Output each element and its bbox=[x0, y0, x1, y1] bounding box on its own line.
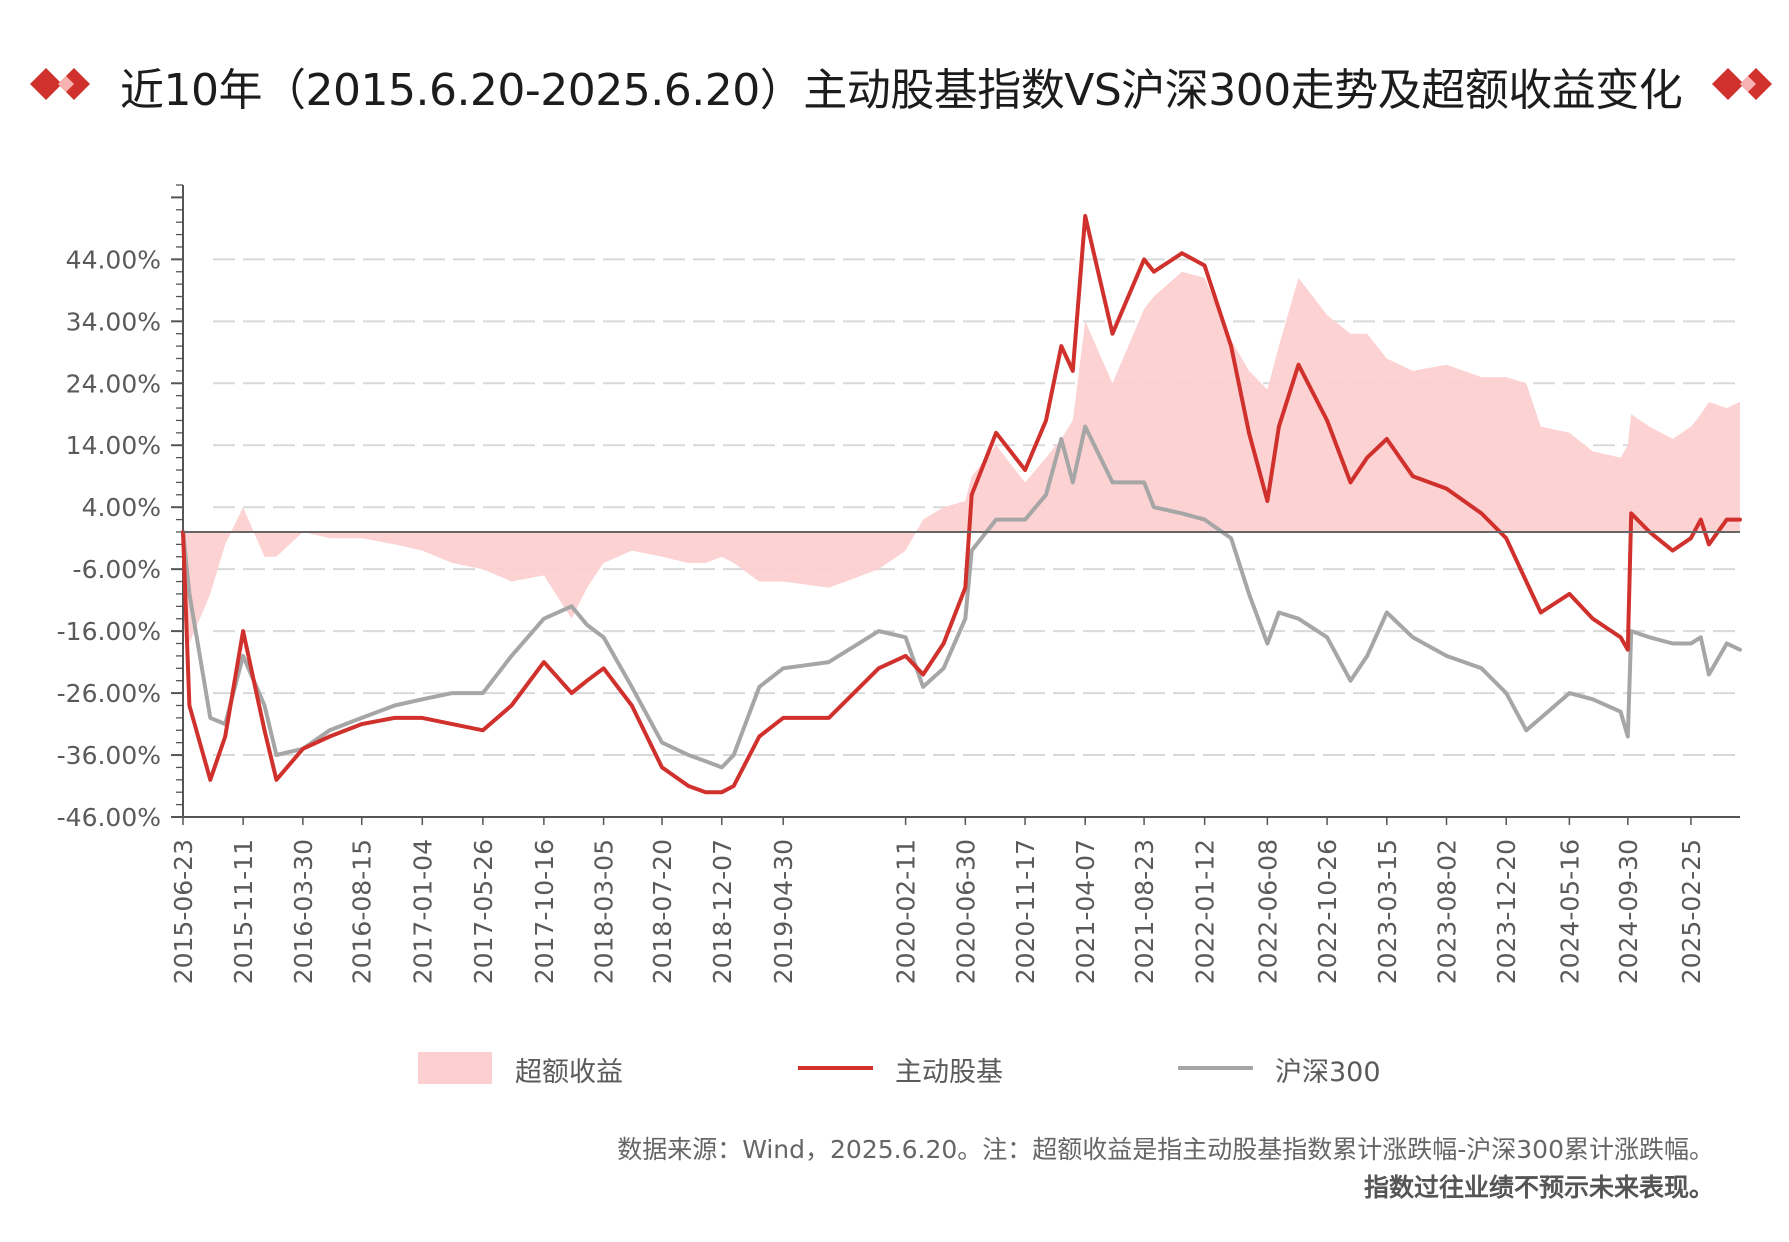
x-tick-label: 2022-01-12 bbox=[1191, 839, 1220, 984]
title-row: 近10年（2015.6.20-2025.6.20）主动股基指数VS沪深300走势… bbox=[0, 48, 1789, 118]
x-tick-label: 2023-12-20 bbox=[1492, 839, 1521, 984]
legend-swatch-excess bbox=[418, 1052, 492, 1084]
x-tick-label: 2020-11-17 bbox=[1011, 839, 1040, 984]
x-tick-label: 2016-03-30 bbox=[289, 839, 318, 984]
y-tick-label: 34.00% bbox=[66, 307, 161, 336]
y-tick-label: -36.00% bbox=[57, 741, 161, 770]
x-tick-label: 2017-10-16 bbox=[530, 839, 559, 984]
x-tick-label: 2024-05-16 bbox=[1555, 839, 1584, 984]
y-tick-label: 14.00% bbox=[66, 431, 161, 460]
series-excess-area bbox=[183, 271, 1740, 644]
x-tick-label: 2021-04-07 bbox=[1071, 839, 1100, 984]
series-active-line bbox=[181, 214, 1742, 795]
legend-label-excess: 超额收益 bbox=[515, 1057, 623, 1088]
x-tick-label: 2015-11-11 bbox=[229, 839, 258, 984]
legend-swatch-active bbox=[798, 1066, 873, 1070]
y-tick-label: 24.00% bbox=[66, 369, 161, 398]
x-tick-label: 2022-10-26 bbox=[1313, 839, 1342, 984]
x-tick-label: 2016-08-15 bbox=[348, 839, 377, 984]
y-tick-label: 44.00% bbox=[66, 245, 161, 274]
source-note: 数据来源：Wind，2025.6.20。注：超额收益是指主动股基指数累计涨跌幅-… bbox=[617, 1135, 1714, 1164]
y-tick-label: -6.00% bbox=[73, 555, 161, 584]
x-tick-label: 2024-09-30 bbox=[1614, 839, 1643, 984]
x-tick-label: 2022-06-08 bbox=[1253, 839, 1282, 984]
legend-label-active: 主动股基 bbox=[895, 1057, 1003, 1088]
legend-label-hs300: 沪深300 bbox=[1275, 1057, 1381, 1088]
x-tick-label: 2021-08-23 bbox=[1130, 839, 1159, 984]
title-diamond-left-icon bbox=[30, 68, 90, 100]
x-tick-label: 2023-03-15 bbox=[1373, 839, 1402, 984]
x-tick-label: 2018-12-07 bbox=[708, 839, 737, 984]
x-tick-label: 2017-01-04 bbox=[408, 839, 437, 984]
x-tick-label: 2023-08-02 bbox=[1433, 839, 1462, 984]
disclaimer-note: 指数过往业绩不预示未来表现。 bbox=[1363, 1173, 1714, 1202]
x-tick-label: 2019-04-30 bbox=[769, 839, 798, 984]
title-diamond-right-icon bbox=[1712, 68, 1772, 100]
chart-title: 近10年（2015.6.20-2025.6.20）主动股基指数VS沪深300走势… bbox=[120, 65, 1683, 116]
legend-swatch-hs300 bbox=[1178, 1066, 1253, 1070]
x-tick-label: 2017-05-26 bbox=[469, 839, 498, 984]
x-tick-label: 2018-07-20 bbox=[648, 839, 677, 984]
y-tick-label: -16.00% bbox=[57, 617, 161, 646]
x-tick-label: 2025-02-25 bbox=[1677, 839, 1706, 984]
x-tick-label: 2018-03-05 bbox=[590, 839, 619, 984]
y-tick-label: -26.00% bbox=[57, 679, 161, 708]
y-tick-label: -46.00% bbox=[57, 803, 161, 832]
x-tick-label: 2020-06-30 bbox=[951, 839, 980, 984]
x-tick-label: 2020-02-11 bbox=[892, 839, 921, 984]
x-tick-label: 2015-06-23 bbox=[169, 839, 198, 984]
y-tick-label: 4.00% bbox=[82, 493, 161, 522]
series-hs300-line bbox=[181, 424, 1742, 770]
